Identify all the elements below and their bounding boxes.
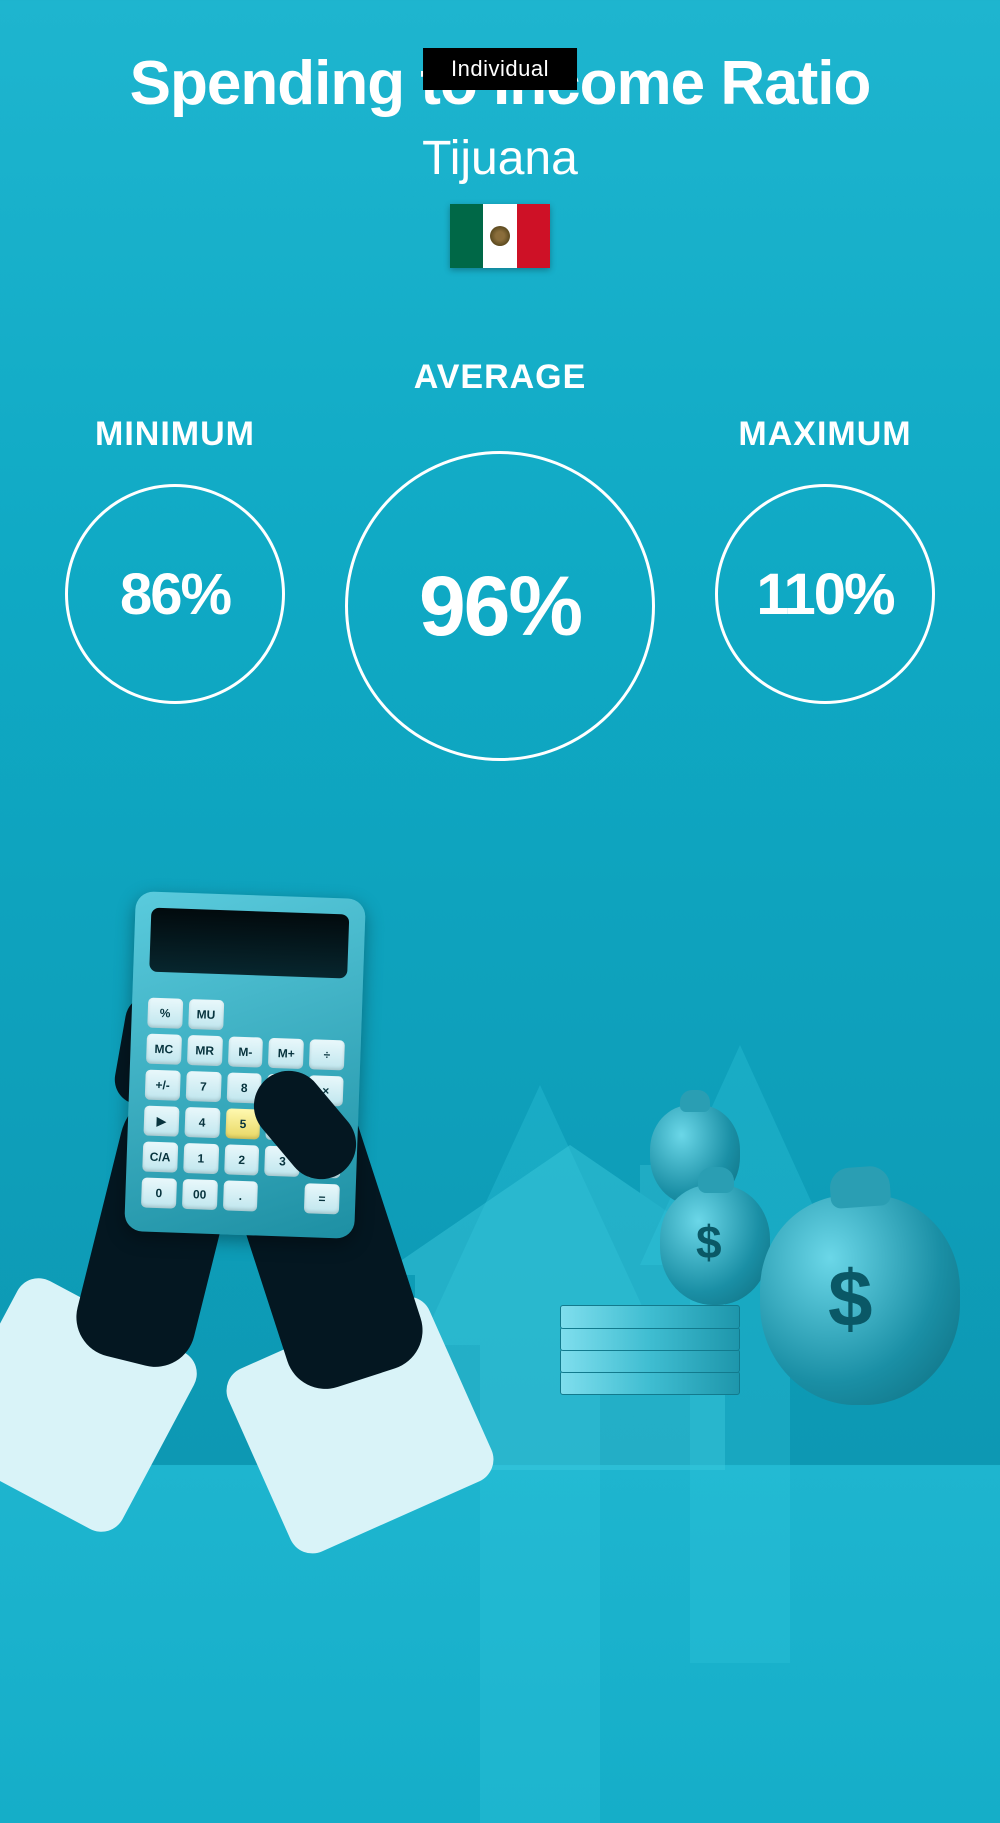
metric-average-value: 96% xyxy=(419,558,581,655)
calculator-key: = xyxy=(304,1183,340,1214)
calculator-key: 4 xyxy=(184,1107,220,1138)
metric-maximum-value: 110% xyxy=(756,561,893,628)
city-name: Tijuana xyxy=(0,131,1000,186)
calculator-key: . xyxy=(223,1180,259,1211)
flag-emblem-icon xyxy=(490,226,510,246)
category-badge: Individual xyxy=(423,48,577,90)
metric-maximum-circle: 110% xyxy=(715,484,935,704)
metric-minimum: MINIMUM 86% xyxy=(65,415,285,704)
metric-maximum-label: MAXIMUM xyxy=(738,415,911,454)
metric-maximum: MAXIMUM 110% xyxy=(715,415,935,704)
calculator-key: M+ xyxy=(268,1038,304,1069)
calculator-key: +/- xyxy=(145,1070,181,1101)
metric-average: AVERAGE 96% xyxy=(345,358,655,761)
bottom-illustration: $ $ %MUMCMRM-M+÷+/-789×▶456-C/A123+000.= xyxy=(0,845,1000,1465)
metric-average-circle: 96% xyxy=(345,451,655,761)
money-bag-icon: $ xyxy=(760,1195,960,1405)
calculator-key: MR xyxy=(187,1035,223,1066)
metric-minimum-label: MINIMUM xyxy=(95,415,255,454)
calculator-icon: %MUMCMRM-M+÷+/-789×▶456-C/A123+000.= xyxy=(124,891,366,1239)
calculator-key: 1 xyxy=(183,1143,219,1174)
calculator-key: ▶ xyxy=(143,1106,179,1137)
metric-minimum-value: 86% xyxy=(120,561,230,628)
calculator-key: M- xyxy=(228,1036,264,1067)
flag-stripe-green xyxy=(450,204,483,268)
hands-calculator-icon: %MUMCMRM-M+÷+/-789×▶456-C/A123+000.= xyxy=(0,905,500,1465)
calculator-key: MC xyxy=(146,1034,182,1065)
calculator-key: 7 xyxy=(186,1071,222,1102)
calculator-key: MU xyxy=(188,999,224,1030)
calculator-key: 2 xyxy=(224,1144,260,1175)
calculator-key: C/A xyxy=(142,1141,178,1172)
metric-average-label: AVERAGE xyxy=(414,358,587,397)
calculator-screen xyxy=(149,908,349,979)
country-flag-mexico xyxy=(450,204,550,268)
flag-stripe-white xyxy=(483,204,516,268)
money-bag-icon: $ xyxy=(660,1185,770,1305)
calculator-key: ÷ xyxy=(309,1039,345,1070)
calculator-key: 0 xyxy=(141,1177,177,1208)
calculator-key: 00 xyxy=(182,1179,218,1210)
money-stack-icon xyxy=(560,1295,740,1395)
flag-stripe-red xyxy=(517,204,550,268)
calculator-key: % xyxy=(147,998,183,1029)
metric-minimum-circle: 86% xyxy=(65,484,285,704)
metrics-row: MINIMUM 86% AVERAGE 96% MAXIMUM 110% xyxy=(0,358,1000,761)
